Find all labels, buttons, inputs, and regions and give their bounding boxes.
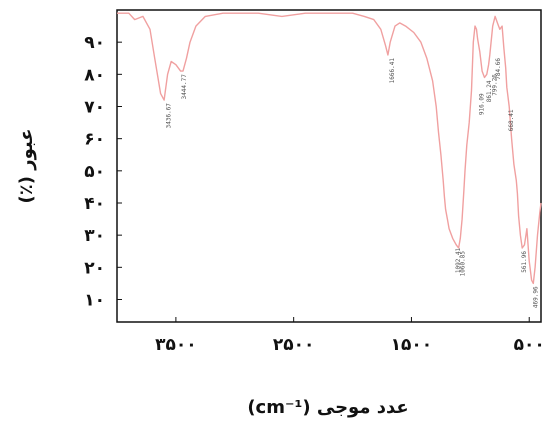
y-tick-label-4: ۵۰ (84, 162, 105, 182)
x-tick-label-3: ۵۰۰ (514, 335, 543, 355)
x-tick-label-1: ۲۵۰۰ (273, 335, 315, 355)
y-tick-label-2: ۳۰ (84, 226, 105, 246)
peak-label-6: 861.24 (486, 80, 493, 102)
y-tick-label-3: ۴۰ (84, 194, 105, 214)
peak-label-5: 916.09 (479, 93, 486, 115)
peak-label-9: 668.41 (508, 109, 515, 131)
peak-label-10: 561.96 (521, 251, 528, 273)
peak-label-2: 1666.41 (389, 58, 396, 84)
y-axis: ۱۰ ۲۰ ۳۰ ۴۰ ۵۰ ۶۰ ۷۰ ۸۰ ۹۰ (84, 33, 122, 310)
spectrum-line-0 (117, 12, 542, 285)
y-axis-label: عبور (٪) (16, 129, 37, 204)
y-tick-label-0: ۱۰ (84, 290, 105, 310)
peak-label-4: 1060.85 (459, 251, 466, 277)
peak-label-11: 469.96 (532, 286, 539, 308)
y-tick-label-1: ۲۰ (84, 258, 105, 278)
y-tick-label-5: ۶۰ (84, 130, 105, 150)
peak-label-7: 799.26 (492, 74, 499, 96)
plot-frame (116, 9, 542, 323)
x-axis: ۳۵۰۰ ۲۵۰۰ ۱۵۰۰ ۵۰۰ (155, 317, 543, 355)
peak-label-1: 3444.77 (181, 74, 188, 100)
y-tick-label-6: ۷۰ (84, 97, 105, 117)
x-axis-label: عدد موجی (cm⁻¹) (247, 397, 408, 418)
peak-label-0: 3436.67 (165, 103, 172, 129)
peak-label-8: 784.66 (495, 58, 502, 80)
y-tick-label-8: ۹۰ (84, 33, 105, 53)
peak-label-3: 1092.41 (455, 247, 462, 273)
x-tick-label-0: ۳۵۰۰ (155, 335, 197, 355)
x-tick-label-2: ۱۵۰۰ (391, 335, 433, 355)
y-tick-label-7: ۸۰ (84, 65, 105, 85)
